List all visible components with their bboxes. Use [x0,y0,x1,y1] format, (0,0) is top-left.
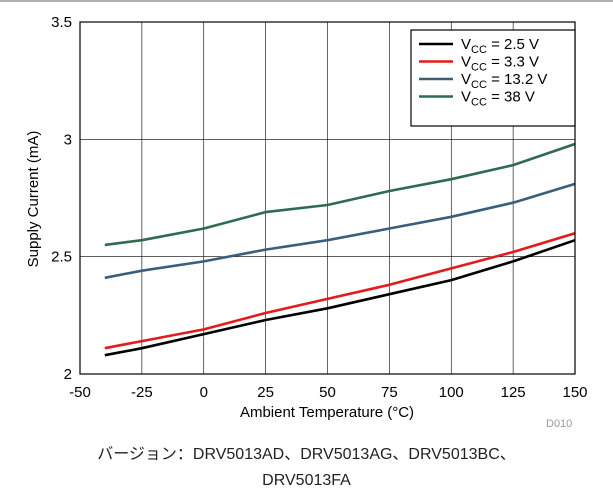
series-line-3 [104,182,576,280]
x-tick-label: 150 [562,384,587,401]
series-lines [104,142,576,357]
x-axis-label: Ambient Temperature (°C) [240,404,414,421]
y-tick-labels: 2 2.5 3 3.5 [51,14,72,383]
y-tick-label: 3.5 [51,14,72,31]
plot-frame [79,21,576,375]
caption-line-2: DRV5013FA [262,472,351,489]
top-rule [0,0,613,2]
series-line-4 [104,142,576,247]
caption-line-1: バージョン：DRV5013AD、DRV5013AG、DRV5013BC、 [97,446,516,463]
x-tick-label: 50 [319,384,336,401]
y-axis-label: Supply Current (mA) [25,131,42,268]
series-line-2 [104,231,576,350]
y-tick-label: 2 [64,366,72,383]
legend-entry: VCC = 13.2 V [461,71,547,91]
legend-entry: VCC = 2.5 V [461,36,539,56]
series-line-1 [104,238,576,357]
legend-entry: VCC = 3.3 V [461,54,539,74]
x-tick-label: 25 [257,384,274,401]
figure-caption: バージョン：DRV5013AD、DRV5013AG、DRV5013BC、 DRV… [0,442,613,494]
x-tick-label: -25 [131,384,153,401]
x-tick-label: 75 [381,384,398,401]
y-tick-label: 2.5 [51,249,72,266]
x-tick-label: 125 [501,384,526,401]
legend-entry: VCC = 38 V [461,89,535,109]
y-tick-label: 3 [64,131,72,148]
x-tick-label: 100 [439,384,464,401]
supply-current-chart: 2 2.5 3 3.5 -50 -25 0 25 50 75 100 125 150 Ambient … [25,14,588,421]
x-tick-label: -50 [69,384,91,401]
x-tick-labels: -50 -25 0 25 50 75 100 125 150 [69,384,587,401]
document-id: D010 [546,418,573,430]
x-tick-label: 0 [200,384,208,401]
